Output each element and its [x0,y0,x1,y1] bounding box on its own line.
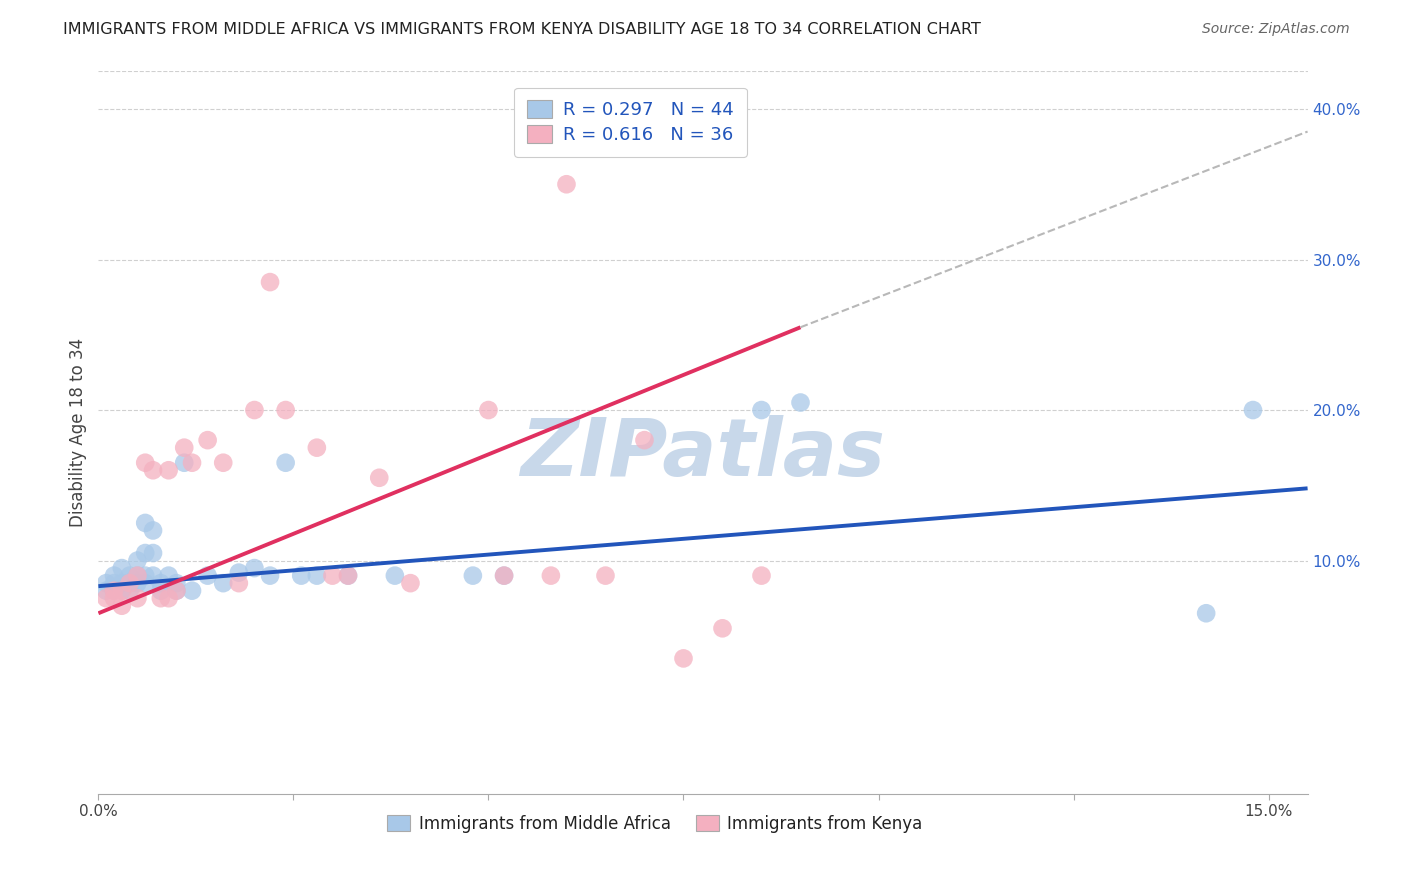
Point [157,463,180,477]
Point [111,599,134,613]
Point [197,568,219,582]
Point [96,591,118,606]
Point [228,566,250,580]
Point [751,568,773,582]
Point [96,576,118,591]
Point [134,568,156,582]
Point [127,576,149,591]
Point [243,561,266,575]
Point [212,576,235,591]
Point [1195,607,1218,621]
Point [305,568,328,582]
Point [111,561,134,575]
Point [633,433,655,447]
Point [103,576,125,591]
Point [142,463,165,477]
Point [127,553,149,567]
Point [142,524,165,538]
Point [494,568,516,582]
Point [477,403,499,417]
Text: IMMIGRANTS FROM MIDDLE AFRICA VS IMMIGRANTS FROM KENYA DISABILITY AGE 18 TO 34 C: IMMIGRANTS FROM MIDDLE AFRICA VS IMMIGRA… [63,22,981,37]
Point [337,568,360,582]
Point [157,568,180,582]
Point [103,583,125,598]
Point [595,568,617,582]
Point [142,546,165,560]
Point [243,403,266,417]
Point [212,456,235,470]
Point [134,546,156,560]
Point [142,568,165,582]
Point [165,576,187,591]
Point [173,441,195,455]
Point [103,583,125,598]
Point [157,591,180,606]
Point [118,583,141,598]
Point [127,568,149,582]
Point [118,576,141,591]
Point [789,395,811,409]
Point [321,568,343,582]
Point [384,568,406,582]
Point [540,568,562,582]
Point [711,621,734,635]
Point [103,591,125,606]
Point [96,583,118,598]
Point [181,456,204,470]
Point [118,568,141,582]
Y-axis label: Disability Age 18 to 34: Disability Age 18 to 34 [69,338,87,527]
Point [165,583,187,598]
Point [494,568,516,582]
Point [103,568,125,582]
Text: ZIPatlas: ZIPatlas [520,416,886,493]
Point [259,275,281,289]
Point [111,583,134,598]
Text: Source: ZipAtlas.com: Source: ZipAtlas.com [1202,22,1350,37]
Point [111,576,134,591]
Point [197,433,219,447]
Point [274,403,297,417]
Point [368,471,391,485]
Point [134,516,156,530]
Point [274,456,297,470]
Point [751,403,773,417]
Point [134,576,156,591]
Point [149,591,172,606]
Legend: Immigrants from Middle Africa, Immigrants from Kenya: Immigrants from Middle Africa, Immigrant… [380,808,929,839]
Point [118,576,141,591]
Point [134,456,156,470]
Point [165,583,187,598]
Point [149,576,172,591]
Point [337,568,360,582]
Point [290,568,312,582]
Point [181,583,204,598]
Point [111,583,134,598]
Point [228,576,250,591]
Point [173,456,195,470]
Point [259,568,281,582]
Point [305,441,328,455]
Point [149,583,172,598]
Point [127,591,149,606]
Point [1241,403,1264,417]
Point [672,651,695,665]
Point [127,568,149,582]
Point [461,568,484,582]
Point [555,178,578,192]
Point [399,576,422,591]
